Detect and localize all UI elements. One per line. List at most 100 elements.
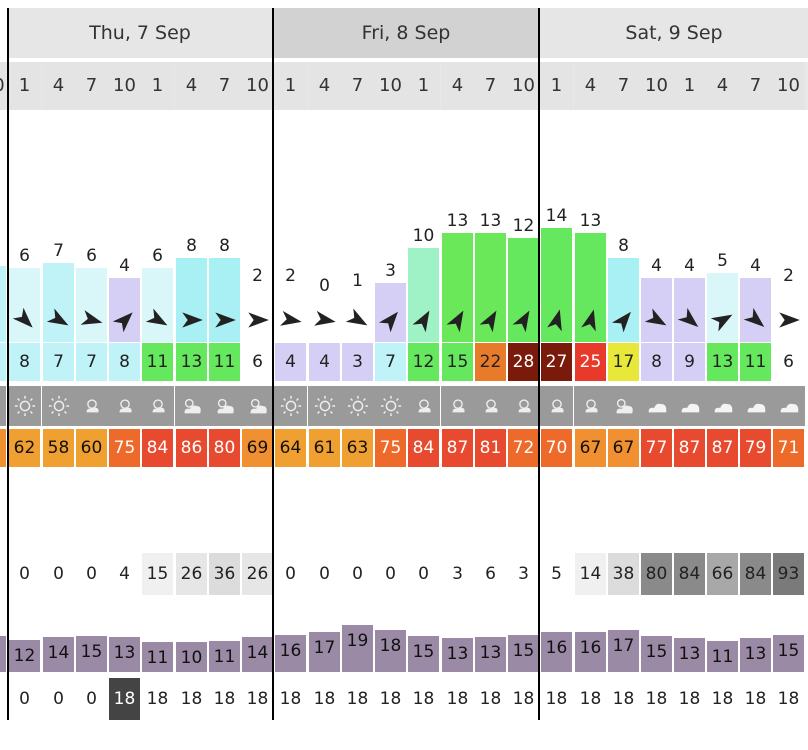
hour-cell: 1 [407,62,440,110]
wave-period-cell: 11 [209,641,240,672]
partly-sunny-icon [551,399,564,413]
sky-condition-cell [42,386,75,426]
cloud-cover-cell: 36 [209,553,240,595]
wave-height-cell: 0 [19,688,30,709]
day-separator [7,8,9,720]
wave-period-cell: 15 [508,634,539,672]
wind-arrow-icon [145,308,167,326]
wind-direction-cell [76,298,107,342]
partly-cloudy-icon [184,398,201,414]
wind-arrow-icon [181,312,203,328]
wind-speed-value: 5 [717,251,728,271]
partly-sunny-icon [119,399,132,413]
wind-arrow-icon [112,312,133,333]
wave-height-cell: 0 [86,688,97,709]
hour-cell: 0 [0,62,6,110]
wind-speed-value: 13 [579,211,602,231]
hour-cell: 7 [208,62,241,110]
cloud-cover-cell: 80 [641,553,672,595]
day-separator [272,8,274,720]
wind-speed-value: 4 [119,256,130,276]
temperature-cell: 70 [541,429,572,467]
sky-condition-cell [474,386,507,426]
wave-period-cell: 15 [773,634,804,672]
wind-speed-bar [109,278,140,298]
wind-gust-cell: 7 [375,343,406,381]
wind-arrow-icon [46,308,68,326]
wind-arrow-icon [677,307,698,327]
wind-gust-cell: 9 [674,343,705,381]
wind-speed-bar [342,293,373,298]
wind-speed-value: 8 [618,236,629,256]
wind-arrow-icon [412,310,429,333]
day-header[interactable]: Fri, 8 Sep [274,8,538,58]
wave-height-cell: 18 [512,688,535,709]
cloud-cover-cell: 38 [608,553,639,595]
temperature-cell [0,429,6,467]
wind-arrow-icon [512,310,529,333]
wind-speed-value: 2 [252,266,263,286]
temperature-cell: 75 [109,429,140,467]
wind-arrow-icon [247,312,269,328]
wind-gust-cell: 13 [176,343,207,381]
wind-speed-value: 6 [86,246,97,266]
wind-arrow-icon [378,311,398,333]
hour-cell: 7 [607,62,640,110]
wind-speed-bar [275,288,306,298]
sky-condition-cell [241,386,274,426]
wave-period-cell: 16 [541,632,572,672]
wind-direction-cell [275,298,306,342]
temperature-cell: 77 [641,429,672,467]
sky-condition-cell [274,386,307,426]
sky-condition-cell [407,386,440,426]
wind-gust-cell: 7 [43,343,74,381]
cloud-cover-cell: 3 [442,553,473,595]
wind-direction-cell [475,298,506,342]
day-header[interactable]: Sat, 9 Sep [540,8,808,58]
temperature-cell: 71 [773,429,804,467]
sun-icon [14,395,35,417]
wind-gust-cell [0,343,6,381]
cloud-cover-cell: 14 [575,553,606,595]
wave-height-cell: 18 [313,688,336,709]
wind-direction-cell [176,298,207,342]
wind-speed-value: 7 [53,241,64,261]
wind-gust-cell: 3 [342,343,373,381]
cloud-cover-cell: 0 [408,553,439,595]
cloud-cover-cell: 0 [309,553,340,595]
wave-period-cell: 14 [43,637,74,672]
temperature-cell: 60 [76,429,107,467]
wind-gust-cell: 25 [575,343,606,381]
sun-icon [48,395,69,417]
wind-arrow-icon [743,307,764,327]
sky-condition-cell [441,386,474,426]
wind-speed-value: 4 [684,256,695,276]
wind-direction-cell [707,298,738,342]
day-header[interactable]: Thu, 7 Sep [8,8,272,58]
hour-cell: 10 [507,62,540,110]
wind-direction-cell [142,298,173,342]
wind-gust-cell: 17 [608,343,639,381]
sky-condition-cell [208,386,241,426]
wave-period-cell: 19 [342,624,373,672]
wind-direction-cell [575,298,606,342]
cloud-icon [648,403,666,413]
hour-cell: 4 [574,62,607,110]
day-separator [538,8,540,720]
wind-direction-cell [541,298,572,342]
wind-speed-bar [242,288,273,298]
wave-period-cell: 13 [674,638,705,672]
wind-gust-cell: 4 [309,343,340,381]
hour-cell: 7 [75,62,108,110]
wind-speed-bar [674,278,705,298]
wave-height-cell: 18 [711,688,734,709]
wind-speed-bar [209,258,240,298]
wind-speed-value: 12 [512,216,535,236]
partly-sunny-icon [418,399,431,413]
sky-condition-cell [739,386,772,426]
wind-speed-bar [375,283,406,298]
temperature-cell: 87 [442,429,473,467]
cloud-cover-cell: 26 [242,553,273,595]
wave-period-cell: 15 [76,636,107,672]
cloud-cover-cell: 0 [76,553,107,595]
